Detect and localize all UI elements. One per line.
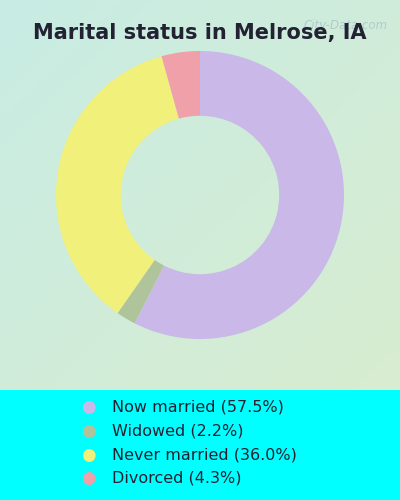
Text: City-Data.com: City-Data.com: [304, 20, 388, 32]
Text: ●: ●: [81, 398, 95, 416]
Text: Never married (36.0%): Never married (36.0%): [112, 447, 297, 462]
Wedge shape: [162, 51, 200, 118]
Wedge shape: [56, 56, 179, 313]
Text: Widowed (2.2%): Widowed (2.2%): [112, 424, 244, 438]
Text: ●: ●: [81, 446, 95, 464]
Text: Now married (57.5%): Now married (57.5%): [112, 400, 284, 415]
Text: Divorced (4.3%): Divorced (4.3%): [112, 470, 242, 486]
Text: Marital status in Melrose, IA: Marital status in Melrose, IA: [33, 22, 367, 42]
Text: ●: ●: [81, 422, 95, 440]
Wedge shape: [135, 51, 344, 339]
Wedge shape: [118, 260, 164, 324]
Text: ●: ●: [81, 469, 95, 487]
